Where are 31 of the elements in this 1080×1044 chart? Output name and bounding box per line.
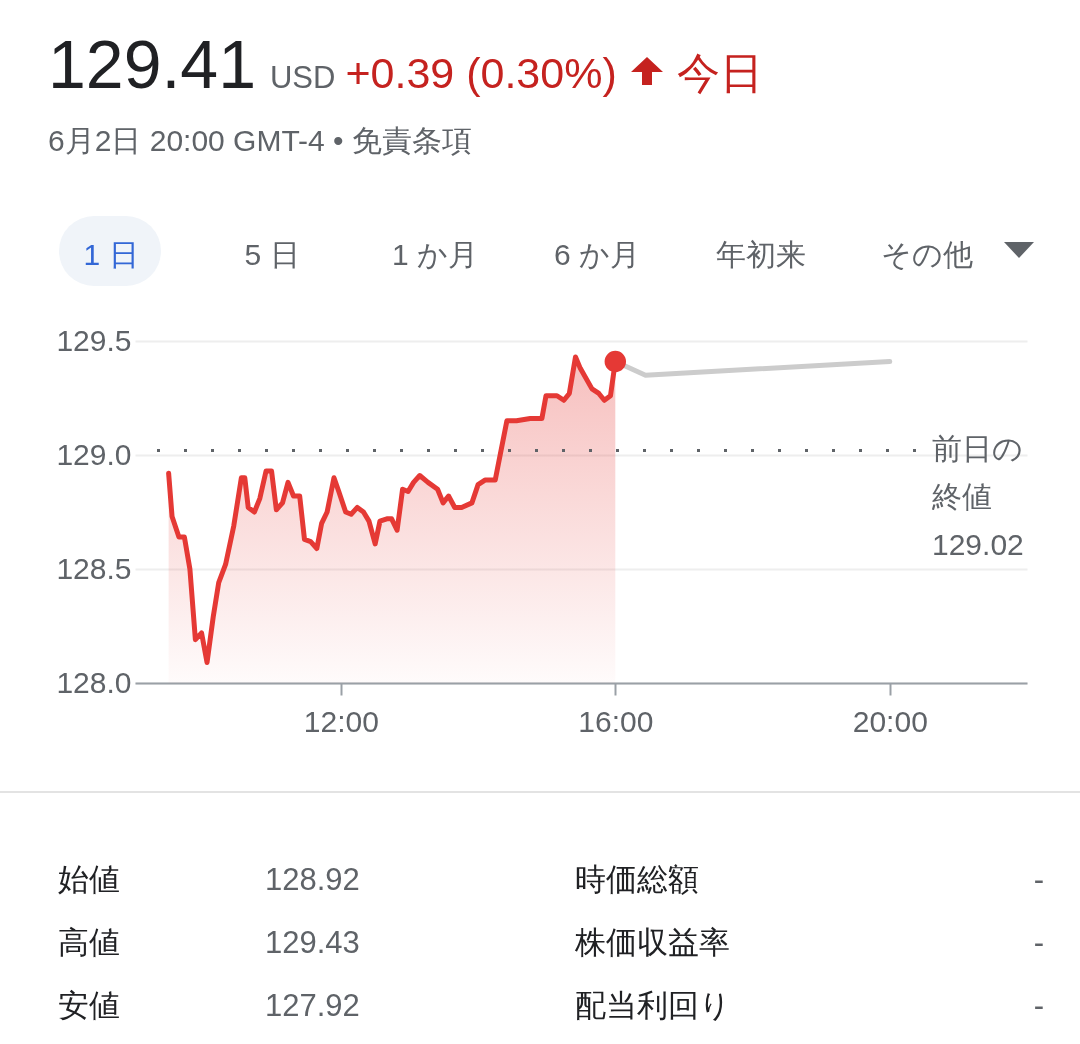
text: - xyxy=(1033,925,1044,961)
y-tick-label: 129.5 xyxy=(56,323,132,357)
text: 6 か月 xyxy=(553,237,641,273)
text: 今日 xyxy=(676,49,763,97)
text: USD xyxy=(269,60,336,95)
text: 1 日 xyxy=(83,237,139,273)
ref-line-label: 前日の終値 129.02 xyxy=(931,432,1024,562)
text: 5 日 xyxy=(244,237,300,273)
text: 129.43 xyxy=(265,925,360,961)
chart-title: 129.41 xyxy=(48,26,256,102)
y-tick-label: 129.0 xyxy=(56,437,132,471)
text: 高値 xyxy=(58,925,120,961)
x-tick-label: 12:00 xyxy=(303,704,379,738)
text: 配当利回り xyxy=(575,988,731,1024)
text: その他 xyxy=(881,237,973,273)
text: 128.92 xyxy=(265,862,360,898)
text: +0.39 (0.30%) xyxy=(345,49,617,97)
text: - xyxy=(1033,862,1044,898)
text: 年初来 xyxy=(716,237,806,273)
text: 株価収益率 xyxy=(575,925,730,961)
x-tick-label: 20:00 xyxy=(852,704,928,738)
y-tick-label: 128.0 xyxy=(56,665,132,699)
text: - xyxy=(1033,988,1044,1024)
chart-subtitle: 6月2日 20:00 GMT-4 • 免責条項 xyxy=(48,124,472,158)
y-tick-label: 128.5 xyxy=(56,551,132,585)
text: 安値 xyxy=(58,988,120,1024)
text: 127.92 xyxy=(265,988,360,1024)
text: 1 か月 xyxy=(391,237,479,273)
text: 時価総額 xyxy=(575,862,699,898)
x-tick-label: 16:00 xyxy=(578,704,654,738)
text: 始値 xyxy=(58,862,120,898)
